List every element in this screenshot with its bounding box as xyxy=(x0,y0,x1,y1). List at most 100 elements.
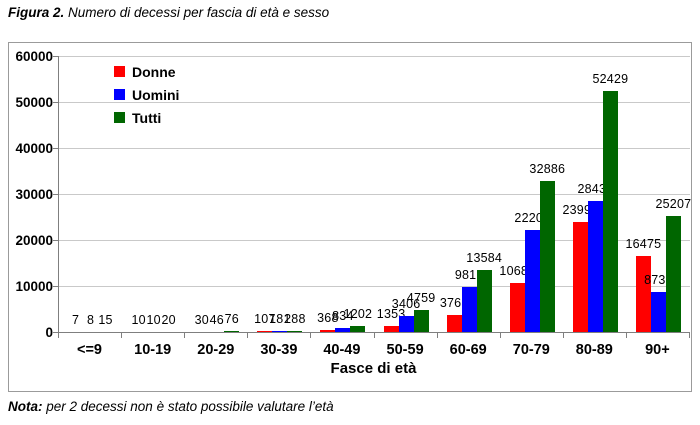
legend: Donne Uomini Tutti xyxy=(114,60,179,129)
y-axis-tick xyxy=(53,332,58,333)
chart-area: 7 8 15 10 10 20 30 46 76 107 181 288 368 834 1202 1353 3… xyxy=(8,42,692,392)
x-axis-category-label: 80-89 xyxy=(575,342,613,358)
bar-value-label: 4759 xyxy=(406,290,436,305)
y-axis-tick xyxy=(53,148,58,149)
gridline xyxy=(59,101,690,103)
bar-value-label: 288 xyxy=(284,311,306,326)
x-axis-tick xyxy=(563,333,564,338)
y-axis-tick xyxy=(53,240,58,241)
bar-value-label: 20 xyxy=(161,312,176,327)
bar-donne xyxy=(383,326,399,332)
gridline xyxy=(59,55,690,57)
bar-uomini xyxy=(461,287,477,332)
bar-value-label: 52429 xyxy=(592,71,629,86)
bar-value-label: 1353 xyxy=(376,306,406,321)
x-axis-tick xyxy=(374,333,375,338)
bar-tutti xyxy=(476,270,492,332)
y-axis-label: 30000 xyxy=(15,187,53,202)
legend-item: Tutti xyxy=(114,106,179,129)
bar-value-label: 10 xyxy=(146,312,161,327)
bar-value-label: 76 xyxy=(224,311,239,326)
bar-value-label: 15 xyxy=(98,312,113,327)
x-axis-tick xyxy=(500,333,501,338)
gridline xyxy=(59,147,690,149)
bar-value-label: 107 xyxy=(254,311,276,326)
bar-uomini xyxy=(650,292,666,332)
x-axis-tick xyxy=(437,333,438,338)
bar-value-label: 46 xyxy=(209,312,224,327)
y-axis-label: 20000 xyxy=(15,233,53,248)
bar-uomini xyxy=(587,201,603,332)
x-axis-category-label: 20-29 xyxy=(197,342,235,358)
bar-donne xyxy=(257,331,273,332)
bar-value-label: 181 xyxy=(269,311,291,326)
bar-donne xyxy=(509,283,525,332)
figure-title: Figura 2. Numero di decessi per fascia d… xyxy=(8,5,329,20)
y-axis-label: 0 xyxy=(45,325,53,340)
bar-tutti xyxy=(539,181,555,332)
x-axis-tick xyxy=(689,333,690,338)
x-axis-category-label: 40-49 xyxy=(323,342,361,358)
bar-tutti xyxy=(350,326,366,332)
x-axis-category-label: 50-59 xyxy=(386,342,424,358)
bar-value-label: 3765 xyxy=(439,295,469,310)
bar-uomini xyxy=(272,331,288,332)
legend-swatch-donne xyxy=(114,66,125,77)
x-axis-tick xyxy=(626,333,627,338)
bar-value-label: 9819 xyxy=(454,267,484,282)
x-axis-title: Fasce di età xyxy=(330,360,417,377)
figure-title-prefix: Figura 2. xyxy=(8,5,65,20)
bar-value-label: 7 xyxy=(72,312,80,327)
figure-note-text: per 2 decessi non è stato possibile valu… xyxy=(42,399,334,414)
gridline xyxy=(59,285,690,287)
legend-item: Uomini xyxy=(114,83,179,106)
bar-value-label: 16475 xyxy=(625,236,662,251)
legend-swatch-uomini xyxy=(114,89,125,100)
gridline xyxy=(59,193,690,195)
bar-donne xyxy=(320,330,336,332)
bar-value-label: 10 xyxy=(131,312,146,327)
bar-value-label: 1202 xyxy=(343,306,373,321)
bar-uomini xyxy=(335,328,351,332)
bar-value-label: 13584 xyxy=(466,250,503,265)
x-axis-tick xyxy=(184,333,185,338)
gridline xyxy=(59,239,690,241)
bar-donne xyxy=(446,315,462,332)
bar-tutti xyxy=(413,310,429,332)
bar-value-label: 368 xyxy=(317,310,339,325)
x-axis-category-label: <=9 xyxy=(77,342,102,358)
y-axis-tick xyxy=(53,56,58,57)
legend-label: Donne xyxy=(132,63,176,80)
x-axis-tick xyxy=(121,333,122,338)
figure-note-prefix: Nota: xyxy=(8,399,43,414)
legend-item: Donne xyxy=(114,60,179,83)
bar-tutti xyxy=(287,331,303,332)
bar-value-label: 30 xyxy=(194,312,209,327)
x-axis-category-label: 10-19 xyxy=(134,342,172,358)
bar-value-label: 8 xyxy=(87,312,95,327)
y-axis-label: 60000 xyxy=(15,49,53,64)
legend-swatch-tutti xyxy=(114,112,125,123)
y-axis-label: 40000 xyxy=(15,141,53,156)
x-axis-tick xyxy=(310,333,311,338)
bar-tutti xyxy=(602,91,618,332)
bar-value-label: 32886 xyxy=(529,161,566,176)
bar-uomini xyxy=(398,316,414,332)
x-axis-category-label: 90+ xyxy=(645,342,670,358)
bar-value-label: 8732 xyxy=(644,272,673,287)
bar-donne xyxy=(572,222,588,332)
figure-title-text: Numero di decessi per fascia di età e se… xyxy=(64,5,330,20)
x-axis-category-label: 70-79 xyxy=(512,342,550,358)
x-axis-category-label: 60-69 xyxy=(449,342,487,358)
legend-label: Tutti xyxy=(132,109,162,126)
bar-value-label: 3406 xyxy=(391,296,421,311)
bar-tutti xyxy=(224,331,240,332)
y-axis-label: 50000 xyxy=(15,95,53,110)
bar-value-label: 834 xyxy=(332,308,354,323)
figure-note: Nota: per 2 decessi non è stato possibil… xyxy=(8,399,334,414)
x-axis-tick xyxy=(58,333,59,338)
y-axis-label: 10000 xyxy=(15,279,53,294)
bar-uomini xyxy=(524,230,540,332)
y-axis-tick xyxy=(53,102,58,103)
